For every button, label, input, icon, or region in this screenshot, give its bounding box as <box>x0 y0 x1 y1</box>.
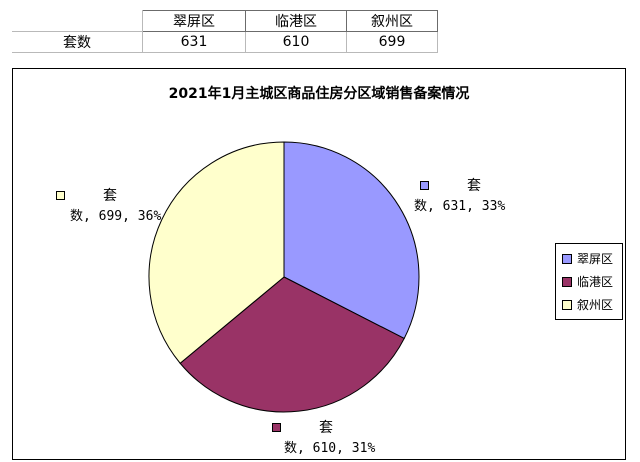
table-header-cell[interactable]: 临港区 <box>245 10 347 32</box>
legend-swatch <box>562 276 572 287</box>
chart-title: 2021年1月主城区商品住房分区域销售备案情况 <box>168 86 470 102</box>
legend-swatch <box>562 253 572 264</box>
table-header-cell[interactable]: 叙州区 <box>346 10 438 32</box>
data-label-line2: 数, 610, 31% <box>284 441 376 456</box>
table-cell[interactable]: 套数 <box>12 31 143 53</box>
data-label-line1: 套 <box>467 178 481 194</box>
data-label-line1: 套 <box>319 420 333 436</box>
pie-chart[interactable]: 2021年1月主城区商品住房分区域销售备案情况 翠屏区 临港区 叙州区 套数, 63… <box>12 68 626 460</box>
data-label-line1: 套 <box>103 188 117 204</box>
table-header-cell[interactable]: 翠屏区 <box>142 10 246 32</box>
legend-label: 临港区 <box>577 275 614 289</box>
legend-label: 翠屏区 <box>577 252 614 266</box>
legend-item[interactable]: 临港区 <box>562 270 618 293</box>
legend-key-swatch <box>420 180 429 190</box>
table-cell[interactable]: 631 <box>142 31 246 53</box>
legend-item[interactable]: 翠屏区 <box>562 247 618 270</box>
table-cell[interactable]: 610 <box>245 31 347 53</box>
legend-swatch <box>562 299 572 310</box>
data-label: 套数, 610, 31% <box>272 417 375 456</box>
pie-slice[interactable] <box>283 141 420 340</box>
data-label: 套数, 631, 33% <box>414 175 505 214</box>
data-label-line2: 数, 699, 36% <box>70 209 162 224</box>
table-cell[interactable]: 699 <box>346 31 438 53</box>
data-table: 翠屏区 临港区 叙州区 套数 631 610 699 <box>12 10 438 53</box>
pie-slice[interactable] <box>148 141 285 364</box>
pie-slice[interactable] <box>179 276 405 413</box>
legend-item[interactable]: 叙州区 <box>562 293 618 316</box>
table-cell[interactable] <box>12 10 143 32</box>
pie-plot <box>148 141 420 413</box>
data-label-line2: 数, 631, 33% <box>414 199 506 214</box>
data-label: 套数, 699, 36% <box>56 185 161 224</box>
table-header-row: 翠屏区 临港区 叙州区 <box>12 10 438 32</box>
legend-label: 叙州区 <box>577 298 614 312</box>
table-row: 套数 631 610 699 <box>12 31 438 53</box>
chart-legend[interactable]: 翠屏区 临港区 叙州区 <box>555 243 623 320</box>
legend-key-swatch <box>272 422 281 432</box>
legend-key-swatch <box>56 190 65 200</box>
